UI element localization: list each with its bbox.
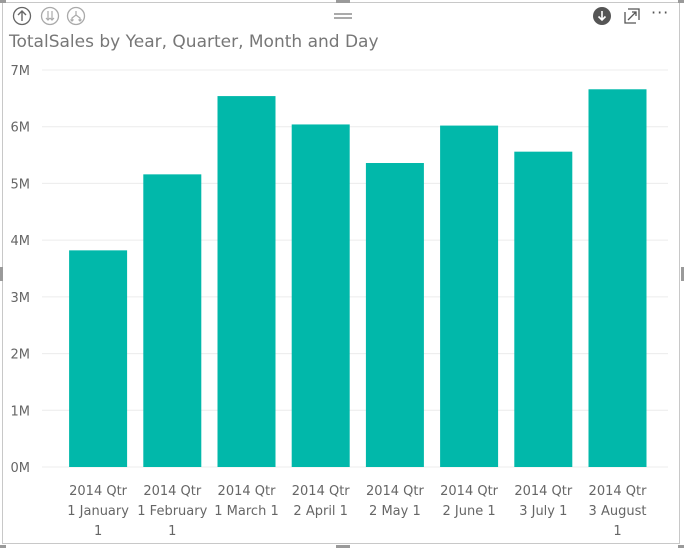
x-tick-label: 2014 Qtr 2 April 1 [292, 484, 351, 519]
focus-mode-icon[interactable] [622, 6, 642, 26]
y-tick-label: 7M [11, 64, 31, 79]
y-tick-label: 3M [11, 291, 31, 306]
y-tick-label: 2M [11, 348, 31, 363]
x-tick-label: 2014 Qtr 2 May 1 [366, 484, 425, 519]
y-tick-label: 0M [11, 461, 31, 476]
x-tick-label: 2014 Qtr 3 August 1 [589, 484, 648, 539]
resize-handle-top[interactable] [336, 0, 350, 3]
x-tick-label: 2014 Qtr 2 June 1 [440, 484, 499, 519]
x-tick-label: 2014 Qtr 3 July 1 [514, 484, 573, 519]
y-tick-label: 4M [11, 234, 31, 249]
x-tick-label: 2014 Qtr 1 February 1 [137, 484, 207, 539]
y-tick-label: 5M [11, 177, 31, 192]
bar[interactable] [291, 124, 350, 468]
bar[interactable] [365, 163, 424, 468]
resize-handle-bottom-right[interactable] [678, 545, 684, 548]
resize-handle-top-right[interactable] [678, 0, 684, 3]
resize-handle-bottom-left[interactable] [0, 545, 6, 548]
bar[interactable] [69, 250, 128, 467]
bar[interactable] [588, 89, 647, 467]
bar[interactable] [514, 151, 573, 467]
resize-handle-bottom[interactable] [336, 545, 350, 548]
bar[interactable] [217, 96, 276, 468]
visual-header: ··· [0, 0, 684, 30]
y-tick-label: 6M [11, 121, 31, 136]
x-tick-label: 2014 Qtr 1 January 1 [67, 484, 129, 539]
resize-handle-right[interactable] [681, 267, 684, 281]
fork-down-circle-icon[interactable] [66, 6, 86, 26]
arrow-down-filled-circle-icon[interactable] [592, 6, 612, 26]
drag-handle-icon[interactable] [332, 8, 354, 20]
bar[interactable] [143, 174, 202, 467]
resize-handle-left[interactable] [0, 267, 3, 281]
bar[interactable] [440, 125, 499, 467]
double-arrow-down-circle-icon[interactable] [40, 6, 60, 26]
chart-title: TotalSales by Year, Quarter, Month and D… [9, 32, 379, 52]
arrow-up-circle-icon[interactable] [12, 6, 32, 26]
ellipsis-icon[interactable]: ··· [651, 3, 670, 22]
resize-handle-top-left[interactable] [0, 0, 6, 3]
y-tick-label: 1M [11, 404, 31, 419]
x-tick-label: 2014 Qtr 1 March 1 [214, 484, 278, 519]
